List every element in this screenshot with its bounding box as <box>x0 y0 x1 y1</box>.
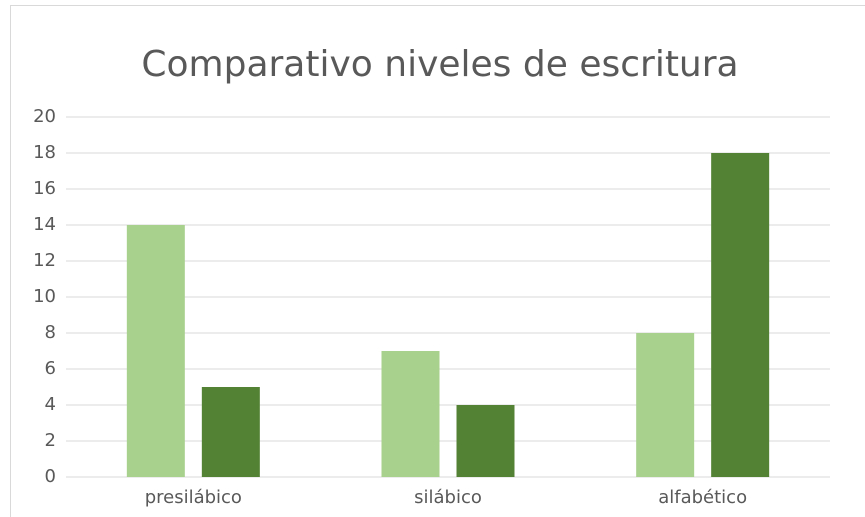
x-tick-label: alfabético <box>658 487 747 508</box>
y-tick-label: 14 <box>33 214 56 235</box>
y-tick-label: 16 <box>33 178 56 199</box>
bar <box>201 387 260 477</box>
y-tick-label: 6 <box>45 358 56 379</box>
bar <box>711 153 770 477</box>
bar <box>636 333 695 477</box>
x-tick-label: presilábico <box>145 487 242 508</box>
y-tick-label: 0 <box>45 466 56 487</box>
y-tick-label: 8 <box>45 322 56 343</box>
chart-title: Comparativo niveles de escritura <box>141 44 738 85</box>
y-tick-label: 12 <box>33 250 56 271</box>
bar <box>456 405 515 477</box>
y-tick-label: 10 <box>33 286 56 307</box>
y-tick-label: 4 <box>45 394 56 415</box>
bar <box>381 351 440 477</box>
bar <box>126 225 185 477</box>
x-tick-label: silábico <box>414 487 482 508</box>
y-tick-label: 20 <box>33 106 56 127</box>
y-tick-label: 18 <box>33 142 56 163</box>
y-tick-label: 2 <box>45 430 56 451</box>
